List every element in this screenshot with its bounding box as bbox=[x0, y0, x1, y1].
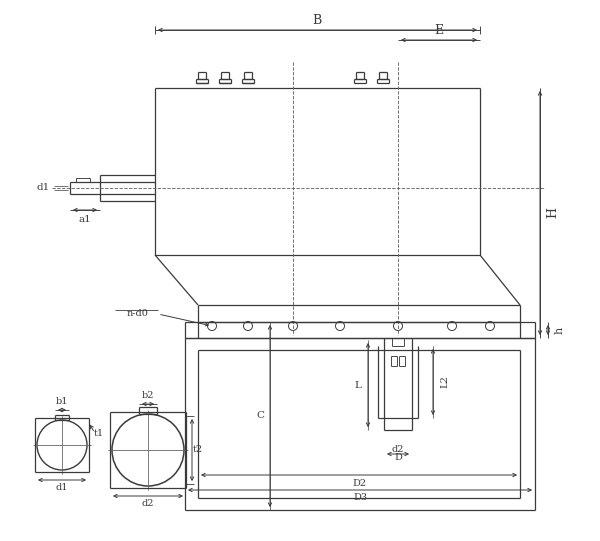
Text: E: E bbox=[434, 23, 443, 36]
Text: b1: b1 bbox=[56, 398, 68, 406]
Text: d2: d2 bbox=[392, 445, 404, 454]
Text: L: L bbox=[355, 380, 361, 390]
Text: d1: d1 bbox=[37, 183, 50, 193]
Text: d2: d2 bbox=[142, 499, 154, 509]
Text: D: D bbox=[394, 453, 402, 463]
Text: d1: d1 bbox=[56, 484, 68, 492]
Text: C: C bbox=[256, 412, 264, 420]
Text: h: h bbox=[555, 326, 565, 334]
Text: B: B bbox=[313, 14, 322, 27]
Text: H: H bbox=[547, 208, 560, 219]
Text: t2: t2 bbox=[193, 445, 203, 454]
Text: n-d0: n-d0 bbox=[126, 309, 148, 319]
Text: t1: t1 bbox=[94, 428, 104, 438]
Text: L2: L2 bbox=[440, 375, 449, 388]
Text: b2: b2 bbox=[142, 392, 154, 400]
Text: D2: D2 bbox=[352, 478, 366, 487]
Text: a1: a1 bbox=[79, 215, 91, 225]
Text: D3: D3 bbox=[353, 493, 367, 503]
